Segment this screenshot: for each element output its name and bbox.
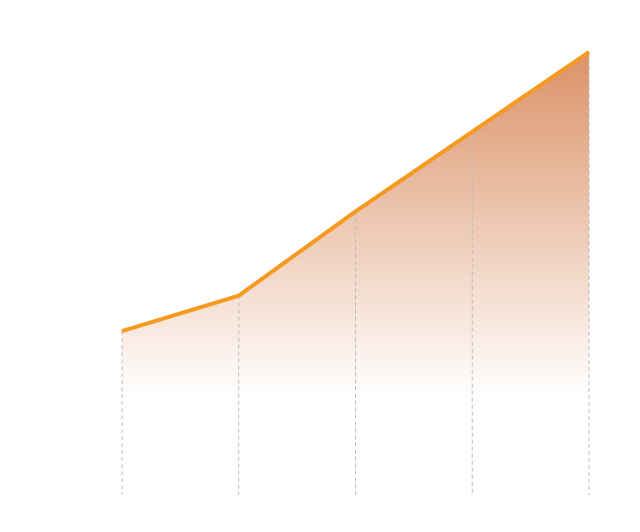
line <box>121 50 591 334</box>
